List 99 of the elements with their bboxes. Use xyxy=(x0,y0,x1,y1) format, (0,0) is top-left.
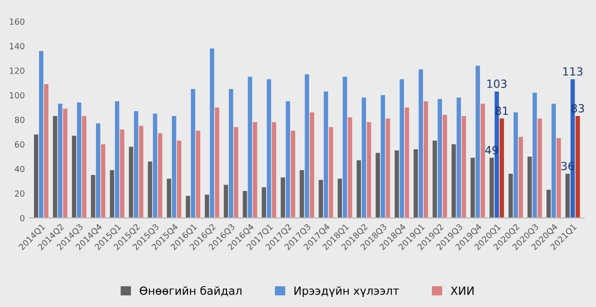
bar xyxy=(310,112,314,218)
bar xyxy=(128,146,134,218)
bar xyxy=(500,118,504,218)
bar xyxy=(210,48,214,218)
bar xyxy=(476,66,480,218)
bar xyxy=(328,127,334,218)
bar xyxy=(186,196,190,218)
bar xyxy=(148,161,152,218)
legend-label: ХИИ xyxy=(450,286,474,295)
bar xyxy=(90,174,96,218)
bar xyxy=(176,140,182,218)
bar xyxy=(400,79,404,218)
bar xyxy=(532,92,537,218)
bar xyxy=(114,101,120,218)
bar xyxy=(286,101,290,218)
bar xyxy=(576,116,580,218)
bar xyxy=(480,104,485,218)
bar xyxy=(252,122,258,218)
bar xyxy=(224,184,228,218)
bar xyxy=(166,178,172,218)
bar xyxy=(58,104,62,218)
bar xyxy=(242,190,248,218)
bar xyxy=(442,114,448,218)
bar xyxy=(52,116,58,218)
bar xyxy=(234,127,238,218)
bar xyxy=(82,116,86,218)
y-tick-label: 60 xyxy=(14,141,24,148)
bar xyxy=(518,136,523,218)
bar xyxy=(318,180,324,218)
y-tick-label: 100 xyxy=(10,92,24,98)
y-tick-label: 0 xyxy=(20,214,24,222)
bar xyxy=(452,144,456,218)
bar xyxy=(424,101,428,218)
bar xyxy=(34,134,38,218)
y-tick-label: 40 xyxy=(14,166,24,172)
bar xyxy=(152,114,158,218)
bar xyxy=(414,149,418,218)
bar xyxy=(266,79,272,218)
bar xyxy=(490,158,494,218)
bar xyxy=(462,116,466,218)
bar xyxy=(386,118,390,218)
bar xyxy=(565,174,570,218)
bar xyxy=(172,116,176,218)
bar xyxy=(338,178,342,218)
bar xyxy=(356,160,361,218)
bar xyxy=(470,158,475,218)
bar xyxy=(248,76,252,218)
bar xyxy=(366,122,372,218)
bar xyxy=(376,152,380,218)
bar xyxy=(280,177,286,218)
bar xyxy=(432,140,437,218)
bar xyxy=(552,104,556,218)
bar xyxy=(438,98,442,218)
bar xyxy=(134,111,138,218)
bar xyxy=(262,187,266,218)
y-tick-label: 120 xyxy=(10,68,24,74)
bar xyxy=(528,156,532,218)
legend-label: Ирээдүйн хүлээлт xyxy=(294,286,399,297)
bar xyxy=(272,122,276,218)
bar xyxy=(72,136,76,218)
bar xyxy=(556,138,561,218)
bar xyxy=(538,118,542,218)
y-tick-label: 140 xyxy=(10,43,24,50)
bar xyxy=(324,91,328,218)
bar xyxy=(190,89,196,218)
bar xyxy=(101,144,106,218)
bar xyxy=(404,107,410,218)
bar xyxy=(44,84,48,218)
bar xyxy=(196,130,200,218)
y-tick-label: 160 xyxy=(10,18,24,25)
bar xyxy=(362,98,366,218)
bar xyxy=(39,50,44,218)
bar xyxy=(77,102,82,218)
bar xyxy=(546,190,551,218)
bar xyxy=(304,74,310,218)
data-label: 103 xyxy=(487,80,506,88)
bar xyxy=(348,117,352,218)
bar xyxy=(380,95,386,218)
bar xyxy=(394,150,399,218)
bar xyxy=(158,133,162,218)
y-tick-label: 80 xyxy=(14,116,24,124)
bar xyxy=(418,69,423,218)
bar xyxy=(110,170,114,218)
bar xyxy=(342,76,348,218)
bar xyxy=(514,112,518,218)
bar xyxy=(120,130,124,218)
legend-label: Өнөөгийн байдал xyxy=(140,286,242,296)
bar xyxy=(214,107,220,218)
y-tick-label: 20 xyxy=(14,190,24,197)
bar xyxy=(139,126,144,218)
data-label: 113 xyxy=(563,67,582,76)
bar xyxy=(228,89,234,218)
bar xyxy=(300,170,304,218)
bar xyxy=(63,108,68,218)
bar xyxy=(456,98,461,218)
bar xyxy=(204,194,210,218)
bar xyxy=(508,174,513,218)
bar xyxy=(290,130,296,218)
bar xyxy=(96,123,100,218)
